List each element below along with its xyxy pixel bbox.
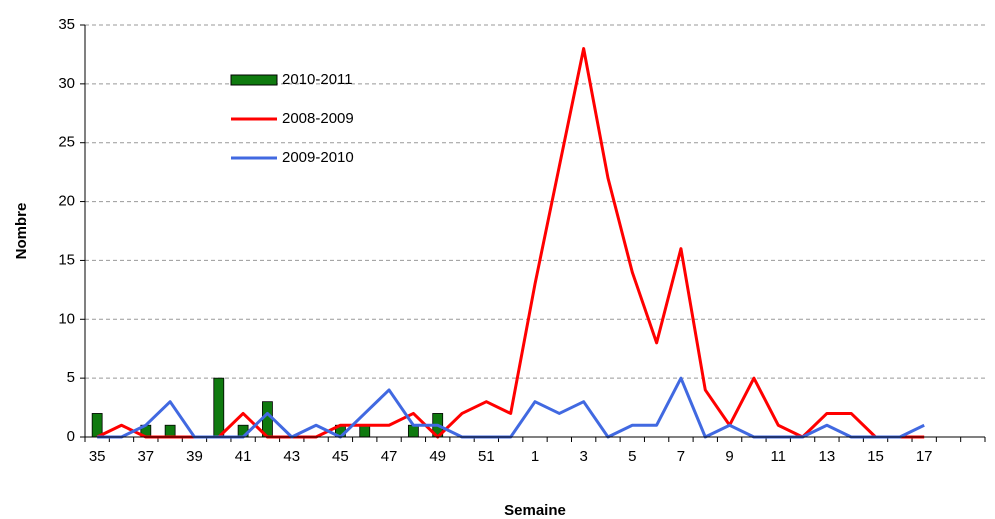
legend-label: 2010-2011 — [282, 71, 353, 88]
bar — [91, 413, 103, 438]
legend-label: 2008-2009 — [282, 110, 354, 127]
y-tick-label: 0 — [67, 428, 75, 445]
x-tick-label: 39 — [186, 448, 203, 465]
x-tick-label: 15 — [867, 448, 884, 465]
bar — [213, 377, 225, 438]
x-tick-label: 3 — [579, 448, 587, 465]
y-tick-label: 5 — [67, 369, 75, 386]
y-tick-label: 30 — [58, 75, 75, 92]
y-tick-label: 15 — [58, 251, 75, 268]
bar — [359, 424, 371, 438]
x-tick-label: 51 — [478, 448, 495, 465]
line — [96, 47, 925, 439]
y-tick-label: 20 — [58, 193, 75, 210]
x-tick-label: 45 — [332, 448, 349, 465]
x-tick-label: 5 — [628, 448, 636, 465]
x-tick-label: 9 — [725, 448, 733, 465]
bar — [164, 424, 176, 438]
x-tick-label: 41 — [235, 448, 252, 465]
x-tick-label: 7 — [677, 448, 685, 465]
y-axis-title: Nombre — [13, 203, 30, 260]
x-tick-label: 1 — [531, 448, 539, 465]
y-tick-label: 35 — [58, 16, 75, 33]
legend-swatch — [230, 74, 278, 86]
legend-label: 2009-2010 — [282, 149, 354, 166]
y-tick-label: 10 — [58, 310, 75, 327]
x-tick-label: 35 — [89, 448, 106, 465]
x-tick-label: 49 — [429, 448, 446, 465]
x-tick-label: 13 — [819, 448, 836, 465]
x-tick-label: 11 — [770, 448, 786, 465]
x-tick-label: 43 — [283, 448, 300, 465]
x-tick-label: 37 — [137, 448, 154, 465]
x-axis-title: Semaine — [504, 502, 566, 519]
x-tick-label: 47 — [381, 448, 398, 465]
x-tick-label: 17 — [916, 448, 933, 465]
bar — [407, 424, 419, 438]
y-tick-label: 25 — [58, 134, 75, 151]
